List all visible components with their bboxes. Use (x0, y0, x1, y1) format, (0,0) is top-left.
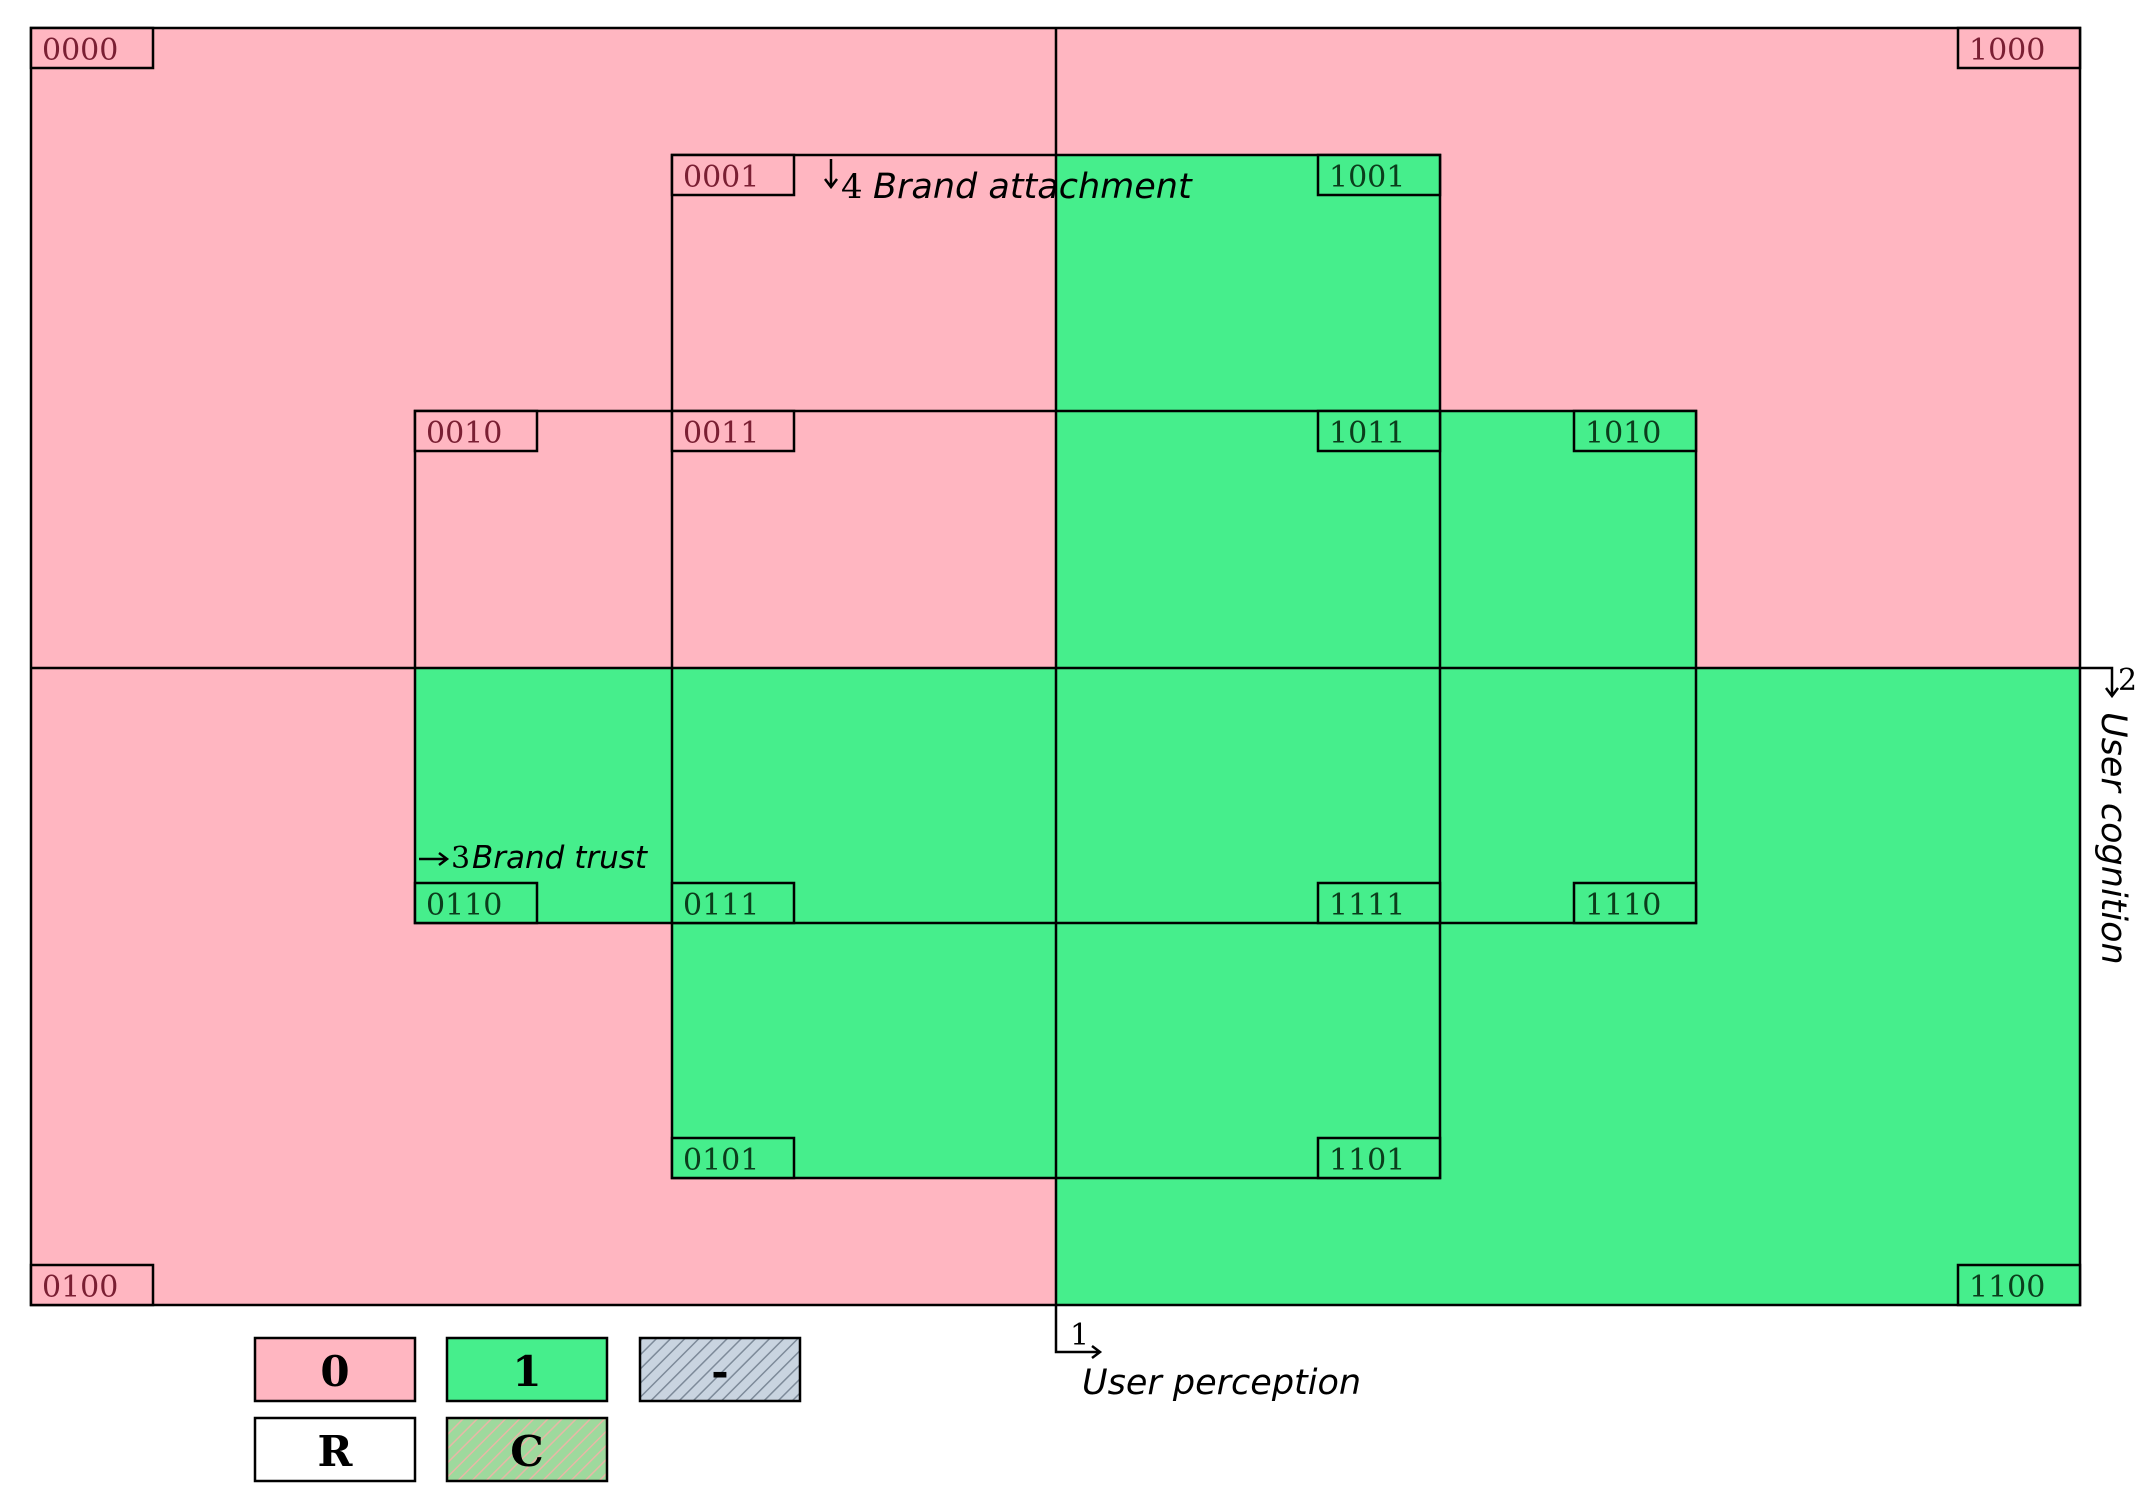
condition-3-name: Brand trust (472, 840, 649, 876)
cell-1001-code: 1001 (1329, 160, 1405, 195)
cell-0111: 0111 (670, 881, 796, 925)
condition-3-label: 3 Brand trust (419, 840, 649, 876)
legend-one: 1 (445, 1336, 609, 1403)
region-1100-fill (1056, 668, 2080, 1305)
condition-4-arrow-icon (824, 159, 838, 190)
condition-3-box (413, 409, 1698, 925)
condition-2-number: 2 (2118, 663, 2137, 698)
region-1001-fill (1056, 155, 1440, 411)
cell-1110-code: 1110 (1585, 888, 1661, 923)
legend-dash-label: - (711, 1347, 728, 1396)
legend: 0 1 - R C (253, 1336, 802, 1483)
cell-1101-code: 1101 (1329, 1143, 1405, 1178)
cell-1011-code: 1011 (1329, 416, 1405, 451)
cell-0011-code: 0011 (683, 416, 759, 451)
cell-0111-code: 0111 (683, 888, 759, 923)
legend-zero: 0 (253, 1336, 417, 1403)
legend-contradiction: C (445, 1416, 609, 1483)
cell-0110-code: 0110 (426, 888, 502, 923)
condition-labels: 1 User perception 2 User cognition 3 Bra… (419, 159, 2137, 1403)
legend-remainder-label: R (318, 1427, 354, 1476)
cell-0101: 0101 (670, 1136, 796, 1180)
cell-1101: 1101 (1316, 1136, 1442, 1180)
cell-1011: 1011 (1316, 409, 1442, 453)
condition-1-arrow-icon (1054, 1305, 1103, 1359)
condition-1-label: 1 User perception (1054, 1305, 1361, 1403)
condition-1-number: 1 (1070, 1318, 1089, 1353)
cell-1111: 1111 (1316, 881, 1442, 925)
cell-0001-code: 0001 (683, 160, 759, 195)
cell-0100: 0100 (29, 1263, 155, 1307)
condition-3-arrow-icon (419, 852, 450, 866)
legend-zero-label: 0 (320, 1347, 349, 1396)
cell-0000-code: 0000 (42, 33, 118, 68)
cell-1100-code: 1100 (1969, 1270, 2045, 1305)
cell-1100: 1100 (1956, 1263, 2082, 1307)
condition-boundaries (29, 26, 2082, 1307)
cell-0010: 0010 (413, 409, 539, 453)
condition-4-label: 4 Brand attachment (824, 159, 1193, 207)
condition-4-box (670, 153, 1442, 1180)
condition-2-arrow-icon (2080, 666, 2119, 699)
cell-1000-code: 1000 (1969, 33, 2045, 68)
cell-0100-code: 0100 (42, 1270, 118, 1305)
region-0110-0111-fill (415, 668, 1056, 923)
cell-1000: 1000 (1956, 26, 2082, 70)
condition-4-number: 4 (841, 167, 863, 207)
cell-0011: 0011 (670, 409, 796, 453)
cell-1111-code: 1111 (1329, 888, 1405, 923)
cell-0110: 0110 (413, 881, 539, 925)
condition-4-name: Brand attachment (873, 167, 1193, 207)
cell-code-tags: 0000 1000 0001 1001 0010 0011 1011 1010 (29, 26, 2082, 1307)
cell-1010: 1010 (1572, 409, 1698, 453)
legend-contradiction-label: C (510, 1427, 543, 1476)
region-0101-fill (672, 923, 1056, 1178)
cell-1001: 1001 (1316, 153, 1442, 197)
legend-dash: - (638, 1336, 802, 1403)
condition-3-number: 3 (451, 841, 470, 876)
cell-1110: 1110 (1572, 881, 1698, 925)
cell-0000: 0000 (29, 26, 155, 70)
cell-0101-code: 0101 (683, 1143, 759, 1178)
legend-remainder: R (253, 1416, 417, 1483)
condition-1-name: User perception (1082, 1363, 1361, 1403)
condition-2-name: User cognition (2093, 712, 2133, 965)
cell-0010-code: 0010 (426, 416, 502, 451)
region-1011-1010-fill (1056, 411, 1696, 668)
legend-one-label: 1 (512, 1347, 541, 1396)
cell-1010-code: 1010 (1585, 416, 1661, 451)
condition-2-label: 2 User cognition (2080, 663, 2137, 965)
cell-0001: 0001 (670, 153, 796, 197)
